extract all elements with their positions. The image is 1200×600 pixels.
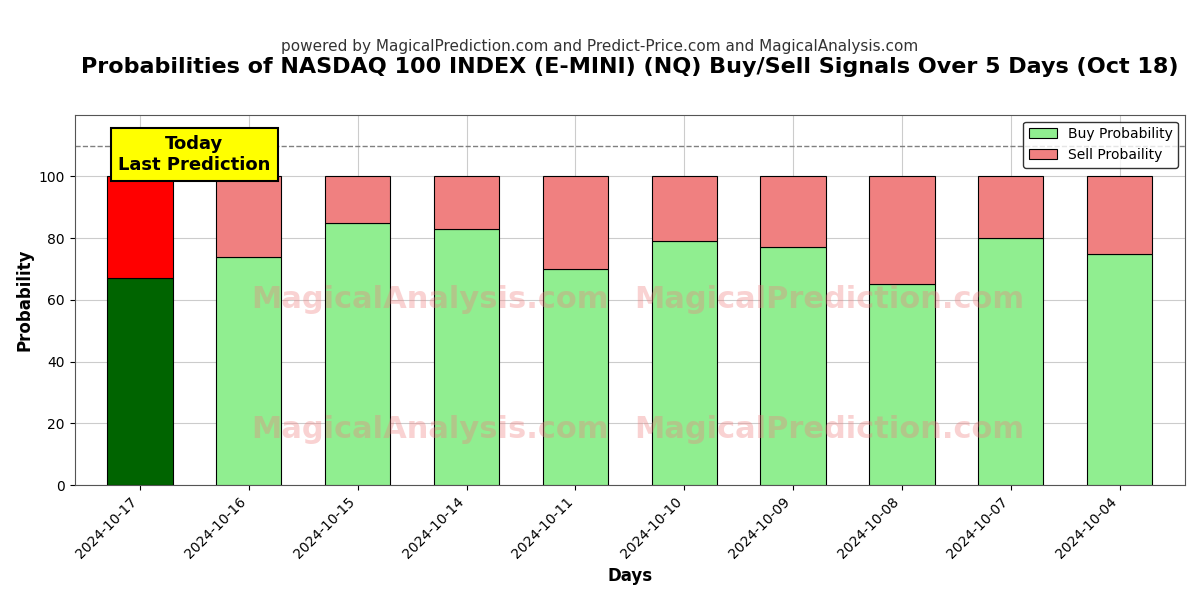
Bar bbox=[216, 257, 282, 485]
Bar bbox=[978, 238, 1044, 485]
Bar bbox=[434, 229, 499, 485]
Bar bbox=[107, 278, 173, 485]
Bar bbox=[978, 176, 1044, 238]
Legend: Buy Probability, Sell Probaility: Buy Probability, Sell Probaility bbox=[1024, 122, 1178, 167]
Bar bbox=[542, 269, 608, 485]
X-axis label: Days: Days bbox=[607, 567, 653, 585]
Text: MagicalPrediction.com: MagicalPrediction.com bbox=[635, 286, 1025, 314]
Bar bbox=[1087, 176, 1152, 254]
Title: Probabilities of NASDAQ 100 INDEX (E-MINI) (NQ) Buy/Sell Signals Over 5 Days (Oc: Probabilities of NASDAQ 100 INDEX (E-MIN… bbox=[82, 57, 1178, 77]
Text: MagicalAnalysis.com: MagicalAnalysis.com bbox=[251, 286, 608, 314]
Text: MagicalPrediction.com: MagicalPrediction.com bbox=[635, 415, 1025, 444]
Bar bbox=[434, 176, 499, 229]
Bar bbox=[652, 176, 716, 241]
Bar bbox=[325, 223, 390, 485]
Text: MagicalAnalysis.com: MagicalAnalysis.com bbox=[251, 415, 608, 444]
Bar bbox=[325, 176, 390, 223]
Bar bbox=[216, 176, 282, 257]
Bar bbox=[652, 241, 716, 485]
Text: powered by MagicalPrediction.com and Predict-Price.com and MagicalAnalysis.com: powered by MagicalPrediction.com and Pre… bbox=[281, 39, 919, 54]
Bar bbox=[107, 176, 173, 278]
Bar bbox=[869, 284, 935, 485]
Bar bbox=[1087, 254, 1152, 485]
Bar bbox=[542, 176, 608, 269]
Y-axis label: Probability: Probability bbox=[16, 248, 34, 351]
Bar bbox=[761, 247, 826, 485]
Bar bbox=[869, 176, 935, 284]
Bar bbox=[761, 176, 826, 247]
Text: Today
Last Prediction: Today Last Prediction bbox=[119, 136, 270, 174]
